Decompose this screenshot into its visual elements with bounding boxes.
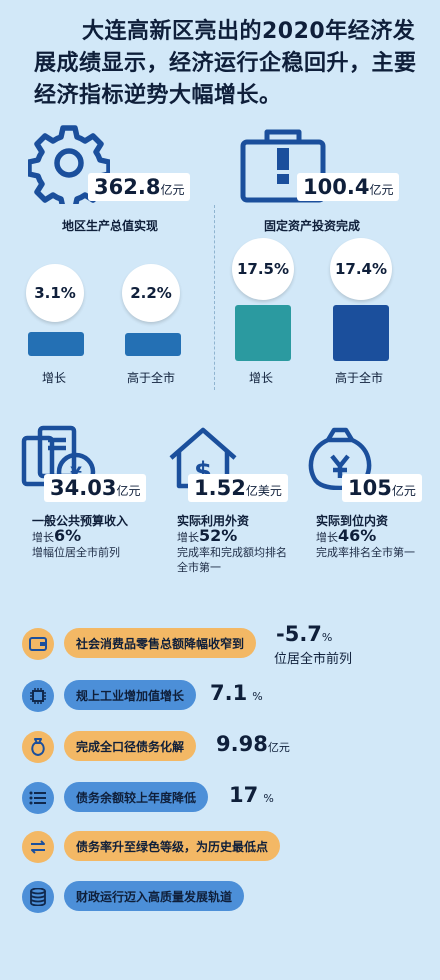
gdp-growth-bar	[28, 332, 84, 356]
gdp-above-bar	[125, 333, 181, 356]
domestic-unit: 亿元	[391, 484, 416, 498]
fdi-unit: 亿美元	[245, 484, 282, 498]
list-icon	[22, 782, 54, 814]
budget-value: 34.03	[50, 476, 117, 500]
row-debt-balance-number: 17	[229, 783, 259, 807]
row-industry-pill: 规上工业增加值增长	[64, 680, 197, 710]
investment-value: 100.4	[303, 175, 370, 199]
row-retail-note: 位居全市前列	[274, 652, 353, 667]
gear-icon	[28, 125, 110, 204]
row-retail-label: 社会消费品零售总额降幅收窄到	[76, 636, 245, 651]
row-debt-balance-label: 债务余额较上年度降低	[76, 790, 197, 805]
domestic-label: 实际到位内资	[316, 514, 389, 528]
investment-growth-circle: 17.5%	[232, 238, 294, 300]
investment-growth-label: 增长	[249, 371, 274, 385]
gdp-growth-value: 3.1%	[34, 284, 76, 302]
fdi-desc: 增长52% 完成率和完成额均排名全市第一	[177, 528, 297, 575]
fdi-growth: 52%	[199, 526, 238, 545]
row-industry-number: 7.1	[210, 681, 248, 705]
row-debt-resolve-label: 完成全口径债务化解	[76, 739, 185, 754]
gdp-label: 地区生产总值实现	[62, 219, 159, 233]
fdi-value: 1.52	[194, 476, 246, 500]
gdp-growth-circle: 3.1%	[26, 264, 84, 322]
row-debt-rate-label: 债务率升至绿色等级，为历史最低点	[76, 839, 269, 854]
row-debt-balance-value: 17 %	[229, 783, 274, 807]
investment-growth-bar	[235, 305, 291, 361]
row-industry-value: 7.1 %	[210, 681, 263, 705]
gdp-unit: 亿元	[160, 183, 185, 197]
fdi-growth-prefix: 增长	[177, 531, 199, 544]
domestic-note: 完成率排名全市第一	[316, 546, 415, 559]
exchange-icon	[22, 831, 54, 863]
row-debt-balance-pill: 债务余额较上年度降低	[64, 782, 209, 812]
budget-unit: 亿元	[116, 484, 141, 498]
money-bag-icon	[308, 427, 372, 490]
row-debt-rate-pill: 债务率升至绿色等级，为历史最低点	[64, 831, 281, 861]
budget-growth: 6%	[54, 526, 82, 545]
row-industry-unit: %	[252, 690, 263, 703]
fdi-label: 实际利用外资	[177, 514, 250, 528]
wallet-icon	[22, 628, 54, 660]
row-finance-label: 财政运行迈入高质量发展轨道	[76, 889, 233, 904]
budget-label: 一般公共预算收入	[32, 514, 129, 528]
budget-growth-prefix: 增长	[32, 531, 54, 544]
headline: 大连高新区亮出的2020年经济发展成绩显示，经济运行企稳回升，主要经济指标逆势大…	[34, 19, 417, 108]
gdp-growth-label: 增长	[42, 371, 67, 385]
investment-label: 固定资产投资完成	[264, 219, 361, 233]
domestic-value-box: 105亿元	[342, 474, 422, 502]
row-debt-balance-unit: %	[263, 792, 274, 805]
investment-above-value: 17.4%	[334, 260, 388, 278]
row-finance-pill: 财政运行迈入高质量发展轨道	[64, 881, 245, 911]
investment-unit: 亿元	[369, 183, 394, 197]
row-retail-pill: 社会消费品零售总额降幅收窄到	[64, 628, 257, 658]
gdp-above-label: 高于全市	[127, 371, 176, 385]
investment-value-box: 100.4亿元	[297, 173, 400, 201]
domestic-value: 105	[348, 476, 392, 500]
row-debt-resolve-value: 9.98亿元	[216, 732, 290, 756]
domestic-desc: 增长46% 完成率排名全市第一	[316, 528, 440, 560]
fdi-note: 完成率和完成额均排名全市第一	[177, 546, 287, 574]
budget-value-box: 34.03亿元	[44, 474, 147, 502]
investment-above-label: 高于全市	[335, 371, 384, 385]
budget-note: 增幅位居全市前列	[32, 546, 120, 559]
investment-growth-value: 17.5%	[236, 260, 290, 278]
gdp-value: 362.8	[94, 175, 161, 199]
investment-above-bar	[333, 305, 389, 361]
gdp-above-value: 2.2%	[130, 284, 172, 302]
row-retail-unit: %	[321, 631, 333, 644]
budget-desc: 增长6% 增幅位居全市前列	[32, 528, 162, 560]
investment-above-circle: 17.4%	[330, 238, 392, 300]
gdp-value-box: 362.8亿元	[88, 173, 191, 201]
chip-icon	[22, 680, 54, 712]
row-retail-value: -5.7%	[276, 622, 332, 646]
database-icon	[22, 881, 54, 913]
gdp-above-circle: 2.2%	[122, 264, 180, 322]
money-bag-small-icon	[22, 731, 54, 763]
fdi-value-box: 1.52亿美元	[188, 474, 288, 502]
domestic-growth-prefix: 增长	[316, 531, 338, 544]
briefcase-icon	[240, 129, 326, 203]
domestic-growth: 46%	[338, 526, 377, 545]
row-debt-resolve-pill: 完成全口径债务化解	[64, 731, 197, 761]
row-industry-label: 规上工业增加值增长	[76, 688, 185, 703]
row-debt-resolve-unit: 亿元	[267, 741, 290, 754]
row-retail-number: -5.7	[276, 622, 322, 646]
divider	[214, 205, 215, 390]
row-debt-resolve-number: 9.98	[216, 732, 268, 756]
